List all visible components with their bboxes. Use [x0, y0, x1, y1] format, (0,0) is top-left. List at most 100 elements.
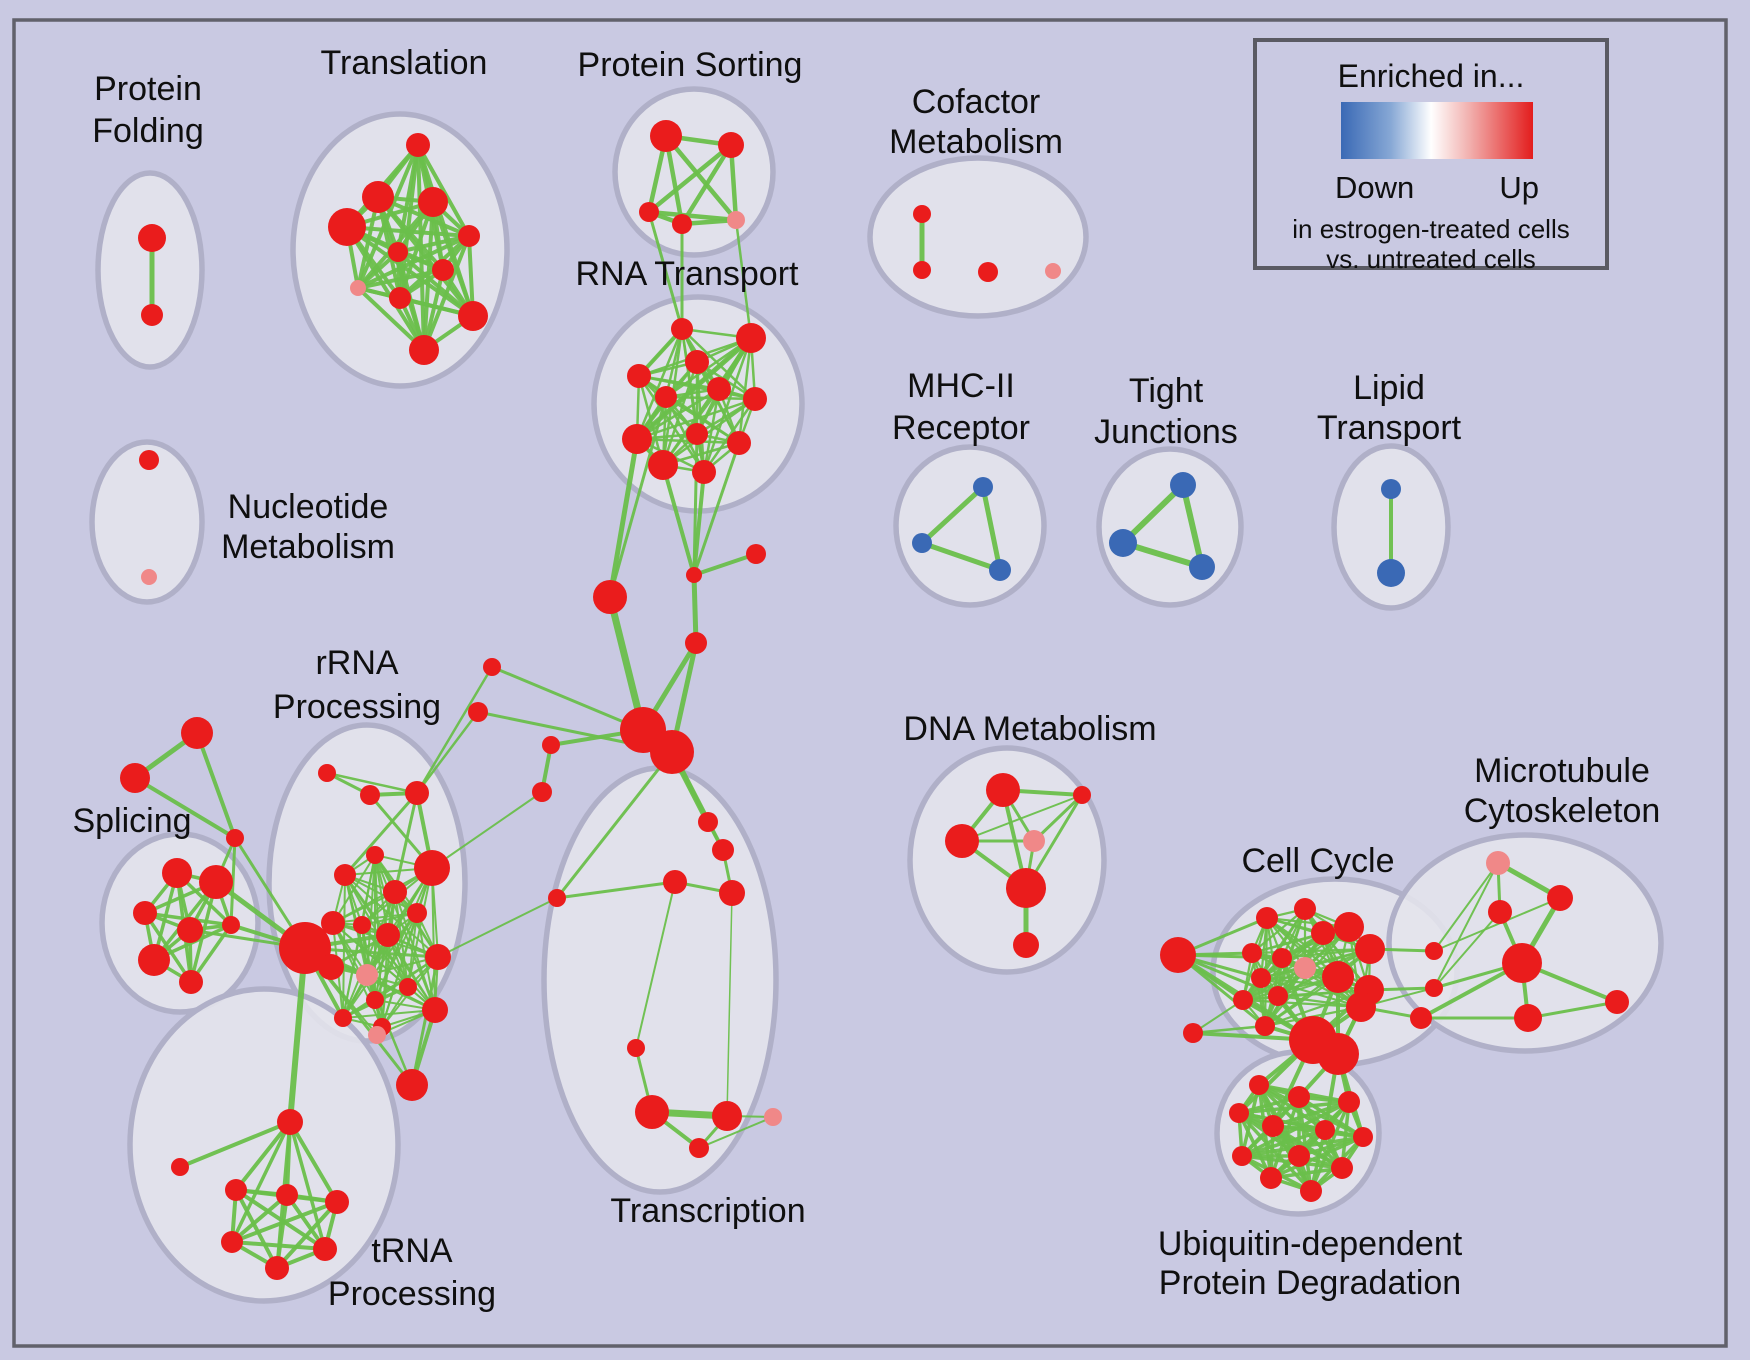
network-edge	[1240, 1128, 1327, 1158]
node-mid8	[532, 782, 552, 802]
node-mid4	[685, 632, 707, 654]
node-tc8	[764, 1108, 782, 1126]
node-t10	[458, 301, 488, 331]
network-edge	[287, 945, 308, 1125]
node-rr5	[334, 864, 356, 886]
network-edge	[1433, 862, 1499, 989]
cluster-label-protein-folding-line2: Folding	[92, 112, 204, 150]
network-edge	[431, 791, 543, 869]
node-cc19	[1425, 942, 1443, 960]
node-nm2	[141, 569, 157, 585]
cluster-label-protein-folding-line1: Protein	[94, 70, 202, 108]
node-lt1	[1381, 479, 1401, 499]
cluster-label-mhc-ii-receptor-line2: Receptor	[892, 409, 1030, 447]
network-edge	[343, 791, 419, 877]
network-edge	[288, 1120, 327, 1251]
network-edge	[734, 218, 753, 340]
network-edge	[394, 891, 409, 988]
network-edge	[692, 441, 741, 577]
cluster-label-mhc-ii-receptor-line1: MHC-II	[907, 367, 1015, 405]
node-dm3	[945, 824, 979, 858]
cluster-label-transcription-line1: Transcription	[610, 1192, 805, 1230]
node-dm4	[1023, 830, 1045, 852]
legend-caption-line1: in estrogen-treated cells	[1292, 214, 1570, 244]
node-cc18	[1425, 979, 1443, 997]
cluster-ellipse-transcription	[541, 765, 779, 1195]
network-edge	[490, 665, 645, 732]
network-edge	[555, 880, 677, 900]
node-hub1	[279, 922, 331, 974]
network-edge	[692, 432, 699, 577]
node-mid6	[650, 730, 694, 774]
node-ub7	[1315, 1120, 1335, 1140]
network-edge	[663, 133, 739, 223]
node-mt3	[1488, 900, 1512, 924]
node-rr7	[383, 880, 407, 904]
cluster-ellipse-tight-junctions	[1096, 446, 1244, 608]
cluster-label-tight-junctions-line2: Junctions	[1094, 413, 1238, 451]
network-edge	[702, 397, 757, 474]
node-rr1	[318, 764, 336, 782]
node-mid3	[746, 544, 766, 564]
node-rr10	[353, 916, 371, 934]
node-t5	[458, 225, 480, 247]
node-tj0	[277, 1109, 303, 1135]
node-hub1b	[318, 954, 344, 980]
figure-border	[12, 18, 1728, 1348]
node-o1	[181, 717, 213, 749]
network-edge	[342, 912, 418, 1019]
node-cc5	[1355, 934, 1385, 964]
node-tc7	[712, 1101, 742, 1131]
node-sp2	[199, 865, 233, 899]
network-edge	[1180, 482, 1205, 570]
node-ps2	[718, 132, 744, 158]
network-edge	[410, 955, 440, 1087]
network-edge	[1269, 1135, 1365, 1180]
network-edge	[394, 891, 436, 1011]
node-cc7	[1272, 948, 1292, 968]
network-edge	[288, 1120, 339, 1204]
node-mid1	[593, 580, 627, 614]
network-edge	[980, 484, 1003, 573]
node-mt6	[1514, 1004, 1542, 1032]
cluster-ellipse-mhc-ii-receptor	[893, 444, 1047, 608]
network-edge	[356, 234, 471, 290]
node-cc3	[1311, 921, 1335, 945]
network-edge	[919, 540, 1003, 573]
node-cc17	[1410, 1007, 1432, 1029]
node-cf2	[913, 261, 931, 279]
cluster-label-dna-metabolism-line1: DNA Metabolism	[903, 710, 1156, 748]
network-edge	[726, 892, 733, 1117]
network-nodes	[120, 120, 1629, 1280]
legend-gradient-bar	[1341, 102, 1533, 159]
network-edge	[1526, 1000, 1619, 1020]
cluster-label-protein-sorting-line1: Protein Sorting	[578, 46, 803, 84]
node-tn5	[313, 1237, 337, 1261]
network-edge	[437, 897, 558, 958]
cluster-label-cell-cycle-line1: Cell Cycle	[1241, 842, 1394, 880]
network-edge	[634, 335, 754, 442]
node-tj2	[1109, 529, 1137, 557]
node-tn2	[276, 1184, 298, 1206]
node-sp6	[138, 944, 170, 976]
network-edge	[646, 142, 734, 215]
cluster-label-cofactor-metabolism-line1: Cofactor	[912, 83, 1041, 121]
network-edge	[608, 395, 668, 599]
node-mt5	[1605, 990, 1629, 1014]
network-edge	[695, 360, 741, 445]
cluster-label-cofactor-metabolism-line2: Metabolism	[889, 123, 1063, 161]
network-edge	[415, 710, 480, 795]
node-rt1	[671, 318, 693, 340]
network-edge	[415, 665, 494, 795]
node-mid10	[483, 658, 501, 676]
node-t7	[432, 259, 454, 281]
network-edge	[345, 225, 426, 352]
legend-caption-line2: vs. untreated cells	[1326, 244, 1536, 274]
network-edge	[691, 572, 699, 646]
network-edge	[646, 209, 739, 223]
node-rr16	[422, 997, 448, 1023]
network-edge	[387, 934, 436, 1011]
network-edge	[698, 1116, 774, 1149]
